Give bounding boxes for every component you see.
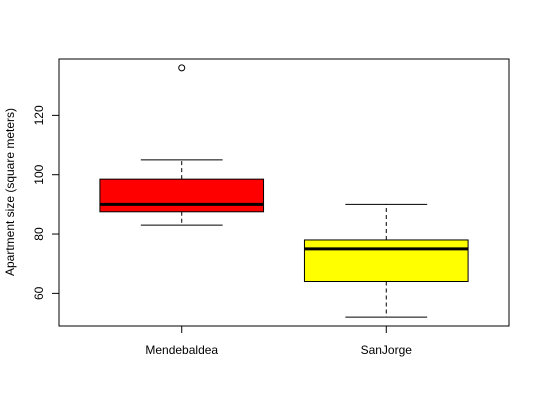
box-iqr [99, 178, 265, 213]
outlier-point [178, 64, 186, 72]
box-sanjorge [303, 203, 469, 318]
box-mendebaldea [99, 64, 265, 226]
y-axis: 60 80 100 120 [32, 105, 60, 300]
y-tick-label: 60 [32, 286, 46, 300]
x-tick-label: SanJorge [361, 343, 413, 357]
y-axis-label: Apartment size (square meters) [3, 108, 17, 276]
y-tick-label: 100 [32, 164, 46, 184]
y-tick-label: 80 [32, 227, 46, 241]
box-iqr [303, 239, 469, 282]
x-axis: Mendebaldea SanJorge [145, 325, 413, 357]
box-series [99, 64, 469, 318]
x-tick-label: Mendebaldea [145, 343, 218, 357]
y-tick-label: 120 [32, 105, 46, 125]
